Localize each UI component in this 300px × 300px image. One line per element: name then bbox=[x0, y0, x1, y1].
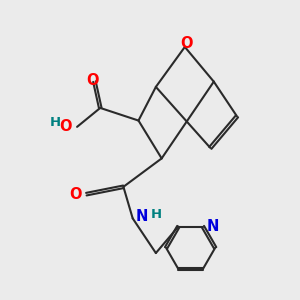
Text: O: O bbox=[87, 73, 99, 88]
Text: O: O bbox=[180, 36, 193, 51]
Text: N: N bbox=[206, 219, 218, 234]
Text: N: N bbox=[136, 209, 148, 224]
Text: O: O bbox=[60, 119, 72, 134]
Text: H: H bbox=[50, 116, 61, 129]
Text: H: H bbox=[151, 208, 162, 221]
Text: O: O bbox=[69, 187, 81, 202]
